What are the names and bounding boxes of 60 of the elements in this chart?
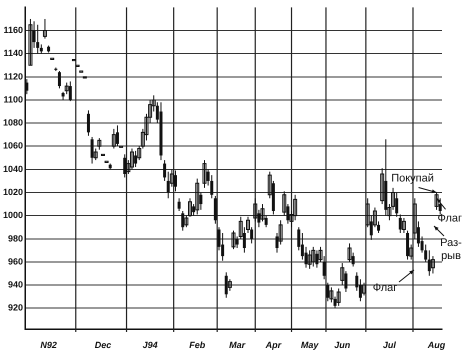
y-tick-label: 1160 bbox=[3, 25, 23, 36]
candlestick bbox=[181, 210, 184, 232]
y-tick-label: 1060 bbox=[2, 140, 23, 151]
candlestick bbox=[398, 214, 402, 234]
candlestick bbox=[90, 136, 94, 164]
annotation: Флаг bbox=[372, 282, 398, 294]
candlestick bbox=[228, 278, 232, 292]
x-tick-label: Apr bbox=[264, 340, 282, 350]
candlestick bbox=[214, 195, 217, 224]
candlestick bbox=[232, 230, 236, 250]
candlestick bbox=[123, 154, 126, 178]
candlestick bbox=[68, 80, 72, 102]
candlestick bbox=[224, 272, 228, 298]
candlestick bbox=[36, 24, 40, 54]
x-tick-label: Mar bbox=[229, 340, 246, 350]
y-tick-label: 1140 bbox=[3, 48, 23, 58]
y-tick-label: 1020 bbox=[2, 186, 23, 197]
candlestick bbox=[28, 18, 32, 66]
candlestick bbox=[174, 170, 177, 192]
candlestick bbox=[202, 160, 206, 188]
candlestick bbox=[112, 128, 116, 150]
candlestick bbox=[336, 288, 341, 306]
y-tick-label: 1100 bbox=[3, 94, 23, 104]
candlestick bbox=[40, 44, 43, 54]
x-tick-label: J94 bbox=[142, 340, 158, 350]
y-tick-label: 980 bbox=[8, 233, 23, 244]
candlestick bbox=[311, 246, 316, 268]
y-tick-label: 920 bbox=[8, 302, 23, 313]
annotation: Раз- рыв bbox=[440, 237, 462, 262]
candlestick bbox=[406, 230, 410, 260]
x-tick-label: Dec bbox=[94, 340, 112, 350]
x-tick-label: May bbox=[300, 340, 320, 350]
candlestick bbox=[402, 217, 406, 234]
candlestick bbox=[308, 250, 312, 270]
candlestick bbox=[134, 150, 138, 168]
y-tick-label: 1000 bbox=[2, 210, 23, 220]
candlestick bbox=[97, 138, 102, 150]
candlestick bbox=[116, 124, 119, 147]
candlestick bbox=[326, 282, 330, 302]
x-tick-label: Jun bbox=[334, 340, 351, 350]
y-tick-label: 960 bbox=[8, 256, 23, 266]
candlestick bbox=[130, 148, 134, 170]
y-tick-label: 940 bbox=[8, 280, 23, 290]
candlestick bbox=[428, 250, 431, 276]
x-tick-label: Aug bbox=[426, 340, 446, 350]
candlestick bbox=[195, 178, 200, 215]
y-tick-label: 1040 bbox=[2, 164, 23, 174]
candlestick bbox=[58, 70, 61, 89]
candlestick bbox=[395, 192, 398, 218]
annotation: Флаг bbox=[437, 212, 462, 224]
candlestick bbox=[178, 198, 181, 212]
candlestick bbox=[315, 250, 318, 268]
candlestick bbox=[42, 18, 47, 40]
y-tick-label: 1120 bbox=[3, 71, 23, 82]
x-tick-label: N92 bbox=[40, 340, 57, 350]
x-tick-label: Jul bbox=[382, 340, 396, 350]
candlestick bbox=[348, 242, 352, 262]
x-tick-label: Feb bbox=[189, 340, 206, 350]
y-tick-label: 1080 bbox=[2, 118, 23, 128]
candlestick bbox=[86, 110, 90, 136]
